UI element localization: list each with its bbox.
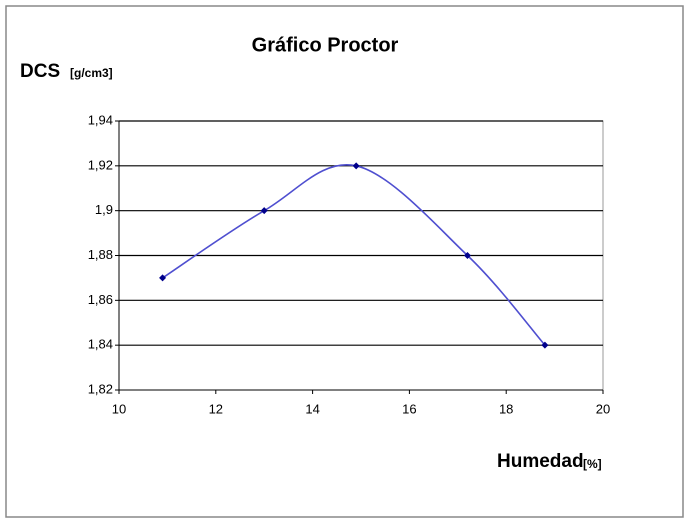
x-tick-label: 16	[402, 401, 416, 416]
x-tick-label: 12	[209, 401, 223, 416]
data-point	[352, 162, 360, 170]
y-tick-label: 1,82	[88, 381, 113, 396]
x-axis-label: Humedad	[497, 451, 584, 472]
data-point	[159, 274, 167, 282]
x-axis-unit: [%]	[583, 457, 602, 471]
y-tick-label: 1,9	[95, 202, 113, 217]
y-tick-label: 1,94	[88, 112, 113, 127]
y-axis-unit: [g/cm3]	[70, 66, 113, 80]
y-tick-label: 1,86	[88, 292, 113, 307]
x-tick-label: 10	[112, 401, 126, 416]
chart-title: Gráfico Proctor	[252, 34, 399, 56]
x-tick-label: 14	[305, 401, 319, 416]
data-point	[463, 252, 471, 259]
y-tick-label: 1,84	[88, 337, 113, 352]
y-axis-label: DCS	[20, 61, 60, 82]
data-point	[260, 207, 268, 215]
y-tick-label: 1,88	[88, 247, 113, 262]
x-tick-label: 20	[596, 401, 610, 416]
y-tick-label: 1,92	[88, 157, 113, 172]
x-tick-label: 18	[499, 401, 513, 416]
data-point	[541, 341, 549, 349]
